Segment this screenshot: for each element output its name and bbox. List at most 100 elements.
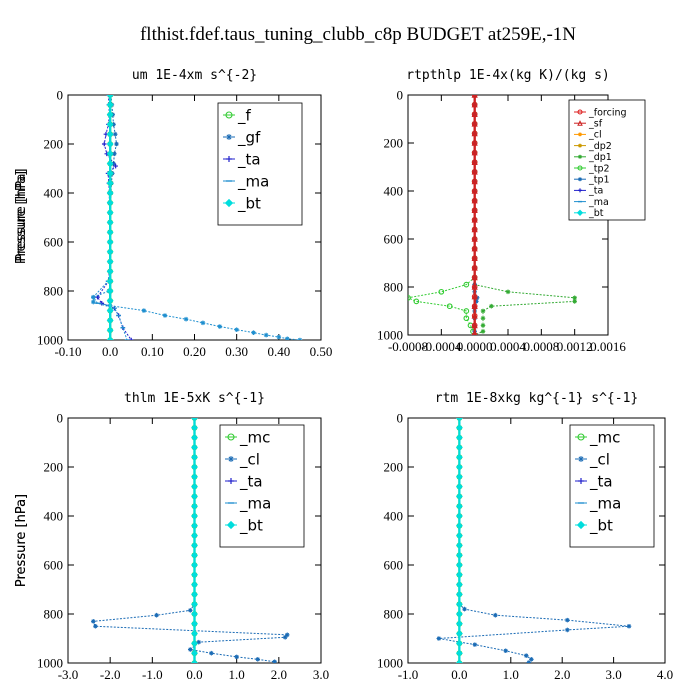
y-tick-label: 1000 [377, 656, 403, 671]
data-point [106, 140, 114, 148]
legend-marker [228, 456, 234, 462]
y-tick-label: 400 [384, 509, 404, 524]
y-axis-label: Pressure [hPa] [14, 168, 29, 261]
y-tick-label: 600 [384, 232, 404, 247]
data-point [191, 532, 198, 540]
y-tick-label: 200 [384, 460, 404, 475]
data-point [191, 581, 198, 589]
legend-marker [577, 433, 585, 441]
series-bt [455, 418, 463, 663]
data-point [471, 158, 478, 165]
y-tick-label: 600 [44, 558, 64, 573]
data-point [455, 483, 463, 491]
data-point [106, 326, 114, 334]
data-point [455, 512, 463, 520]
data-point [455, 600, 463, 608]
data-point [191, 522, 198, 530]
legend-entry: _ta [589, 472, 613, 491]
data-point [276, 334, 282, 340]
data-point [106, 277, 114, 285]
data-point [572, 299, 577, 304]
data-point [106, 297, 114, 305]
panel-4: rtm 1E-8xkg kg^{-1} s^{-1} Pressure [hPa]… [14, 391, 673, 682]
data-point [191, 434, 198, 442]
x-tick-label: 0.0012 [557, 339, 593, 354]
data-point [436, 636, 442, 641]
x-tick-label: 0.0 [102, 344, 118, 359]
legend-marker [578, 478, 584, 484]
y-tick-label: 200 [44, 460, 64, 475]
data-point [154, 612, 159, 618]
legend-entry: _mc [589, 428, 620, 447]
legend-entry: _dp2 [588, 141, 612, 152]
legend-entry: _mc [239, 428, 270, 447]
legend-box [219, 424, 305, 548]
panel-3: thlm 1E-5xK s^{-1} Pressure [hPa] 0 200 400 6… [14, 391, 329, 682]
data-point [191, 453, 198, 461]
data-point [455, 571, 463, 579]
legend-marker [227, 433, 235, 441]
legend-marker [578, 188, 582, 193]
data-point [455, 473, 463, 481]
data-point [471, 273, 478, 281]
legend-marker [576, 520, 586, 530]
panel-title: rtm 1E-8xkg kg^{-1} s^{-1} [435, 391, 639, 406]
data-point [255, 657, 261, 662]
data-point [191, 463, 198, 471]
legend-marker [576, 209, 584, 216]
data-point [191, 443, 198, 451]
data-point [474, 299, 479, 304]
legend-marker [578, 456, 584, 462]
x-tick-label: -3.0 [58, 667, 79, 682]
legend-entry: _ma [588, 197, 609, 208]
data-point [106, 248, 114, 256]
data-point [455, 532, 463, 540]
data-point [626, 623, 632, 629]
series-tp1 [472, 95, 480, 335]
series-bt [191, 418, 198, 663]
legend-box [217, 102, 303, 226]
data-point [471, 139, 478, 146]
series-tp2 [408, 95, 478, 335]
data-point [526, 660, 532, 663]
x-tick-label: 0.0004 [490, 339, 526, 354]
plot-area [91, 418, 290, 663]
data-point [191, 512, 198, 520]
data-point [455, 659, 463, 663]
y-tick-label: 400 [384, 184, 404, 199]
data-point [106, 120, 114, 128]
data-point [455, 522, 463, 530]
x-tick-label: 0.0 [451, 667, 467, 682]
series-line [474, 95, 576, 335]
data-point [529, 657, 534, 662]
x-tick-label: 4.0 [657, 667, 673, 682]
data-point [112, 131, 118, 137]
legend-entry: _cl [588, 130, 602, 141]
legend-marker [578, 177, 582, 182]
data-point [463, 308, 470, 314]
data-point [455, 424, 463, 432]
data-point [455, 492, 463, 500]
data-point [106, 130, 114, 138]
x-tick-label: -0.0004 [421, 339, 462, 354]
y-tick-label: 600 [384, 558, 404, 573]
data-point [191, 659, 198, 663]
data-point [106, 228, 114, 236]
x-tick-label: 2.0 [554, 667, 570, 682]
legend-marker [578, 154, 582, 159]
data-point [91, 299, 96, 305]
x-tick-label: 0.0 [186, 667, 202, 682]
data-point [471, 95, 478, 98]
data-point [191, 610, 198, 618]
panel-title: thlm 1E-5xK s^{-1} [124, 391, 265, 406]
data-point [191, 590, 198, 598]
data-point [106, 101, 114, 109]
y-tick-label: 1000 [377, 328, 403, 343]
x-tick-label: -0.0008 [388, 339, 428, 354]
y-tick-label: 200 [384, 136, 404, 151]
y-tick-label: 0 [57, 411, 64, 426]
legend-entry: _bt [237, 194, 261, 213]
legend-marker [226, 156, 232, 162]
data-point [408, 294, 411, 301]
legend-marker [578, 132, 582, 137]
